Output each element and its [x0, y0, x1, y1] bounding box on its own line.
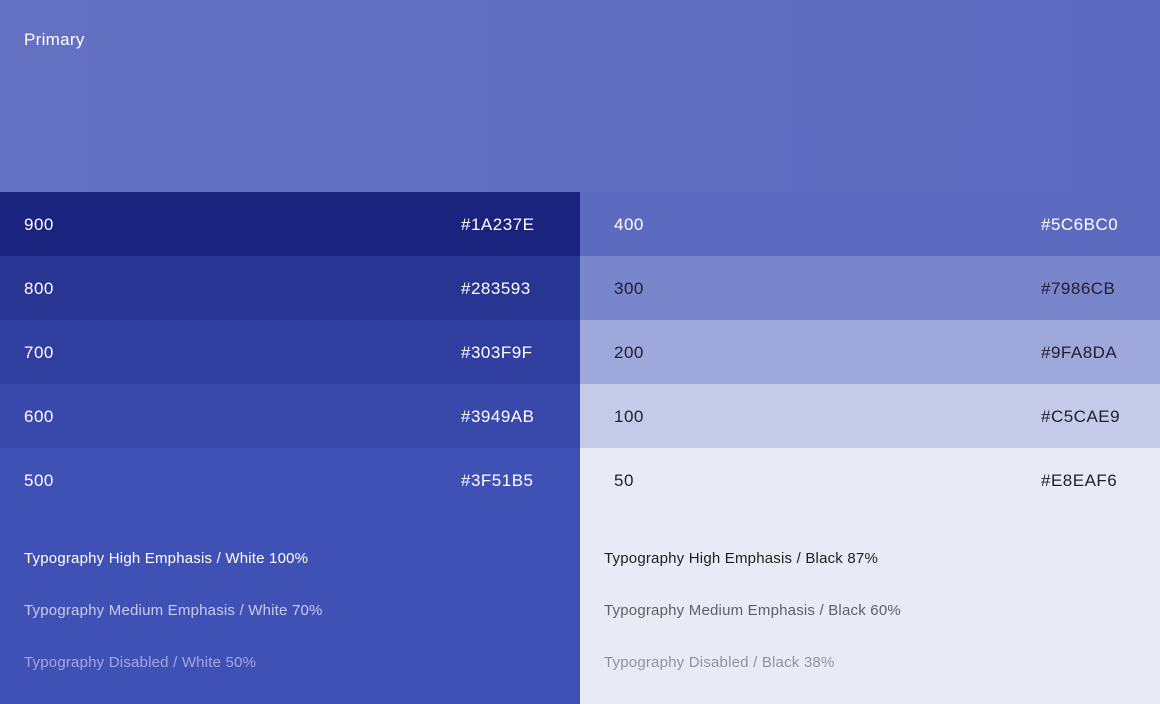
black-typography-panel: Typography High Emphasis / Black 87% Typ… — [580, 512, 1160, 704]
hex-value: #3F51B5 — [461, 471, 534, 490]
typography-disabled: Typography Disabled / White 50% — [24, 654, 257, 671]
typography-high-emphasis: Typography High Emphasis / White 100% — [24, 550, 309, 567]
shade-label: 100 — [614, 407, 644, 426]
typography-high-emphasis: Typography High Emphasis / Black 87% — [604, 550, 878, 567]
hex-value: #9FA8DA — [1041, 343, 1118, 362]
swatch-50: 50 #E8EAF6 — [580, 448, 1160, 512]
white-typography-panel: Typography High Emphasis / White 100% Ty… — [0, 512, 580, 704]
swatch-400: 400 #5C6BC0 — [580, 192, 1160, 256]
shade-label: 500 — [24, 471, 54, 490]
swatch-800: 800 #283593 — [0, 256, 580, 320]
swatch-500: 500 #3F51B5 — [0, 448, 580, 512]
hex-value: #7986CB — [1041, 279, 1116, 298]
hex-value: #1A237E — [461, 215, 535, 234]
typography-medium-emphasis: Typography Medium Emphasis / Black 60% — [604, 602, 901, 619]
hex-value: #5C6BC0 — [1041, 215, 1119, 234]
shade-label: 900 — [24, 215, 54, 234]
swatch-900: 900 #1A237E — [0, 192, 580, 256]
shade-label: 50 — [614, 471, 634, 490]
light-shades-column: 400 #5C6BC0 300 #7986CB 200 #9FA8DA 100 … — [580, 192, 1160, 704]
hex-value: #C5CAE9 — [1041, 407, 1121, 426]
dark-shades-column: 900 #1A237E 800 #283593 700 #303F9F 600 … — [0, 192, 580, 704]
shade-label: 700 — [24, 343, 54, 362]
shade-label: 600 — [24, 407, 54, 426]
swatch-100: 100 #C5CAE9 — [580, 384, 1160, 448]
typography-disabled: Typography Disabled / Black 38% — [604, 654, 835, 671]
swatch-300: 300 #7986CB — [580, 256, 1160, 320]
swatch-600: 600 #3949AB — [0, 384, 580, 448]
palette-title: Primary — [24, 30, 85, 49]
hex-value: #E8EAF6 — [1041, 471, 1118, 490]
hex-value: #283593 — [461, 279, 531, 298]
shade-label: 800 — [24, 279, 54, 298]
swatch-700: 700 #303F9F — [0, 320, 580, 384]
hex-value: #3949AB — [461, 407, 535, 426]
primary-header: Primary — [0, 0, 1160, 192]
shade-label: 400 — [614, 215, 644, 234]
typography-medium-emphasis: Typography Medium Emphasis / White 70% — [24, 602, 323, 619]
hex-value: #303F9F — [461, 343, 533, 362]
shade-label: 200 — [614, 343, 644, 362]
shade-label: 300 — [614, 279, 644, 298]
swatch-200: 200 #9FA8DA — [580, 320, 1160, 384]
